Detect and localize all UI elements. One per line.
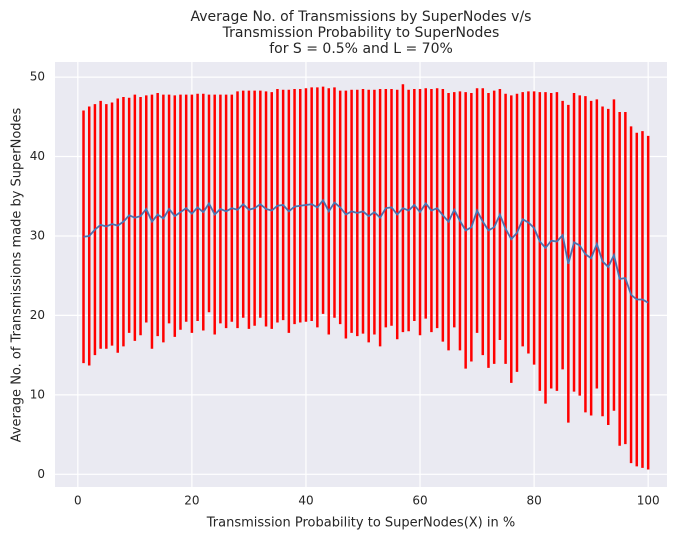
chart-title: for S = 0.5% and L = 70% bbox=[269, 41, 453, 57]
y-tick-label: 0 bbox=[37, 467, 45, 481]
mean-line bbox=[83, 198, 649, 304]
y-tick-label: 30 bbox=[30, 228, 45, 242]
x-tick-label: 0 bbox=[74, 494, 82, 508]
x-tick-label: 80 bbox=[526, 494, 541, 508]
x-tick-label: 40 bbox=[298, 494, 313, 508]
x-tick-label: 60 bbox=[412, 494, 427, 508]
chart-title: Transmission Probability to SuperNodes bbox=[222, 25, 500, 41]
y-tick-label: 10 bbox=[30, 387, 45, 401]
y-tick-label: 20 bbox=[30, 308, 45, 322]
x-axis-label: Transmission Probability to SuperNodes(X… bbox=[206, 516, 515, 531]
x-tick-label: 20 bbox=[184, 494, 199, 508]
chart-title: Average No. of Transmissions by SuperNod… bbox=[191, 9, 532, 25]
y-tick-label: 40 bbox=[30, 149, 45, 163]
x-tick-label: 100 bbox=[637, 494, 660, 508]
y-axis-label: Average No. of Transmissions made by Sup… bbox=[10, 107, 25, 442]
y-tick-label: 50 bbox=[30, 70, 45, 84]
